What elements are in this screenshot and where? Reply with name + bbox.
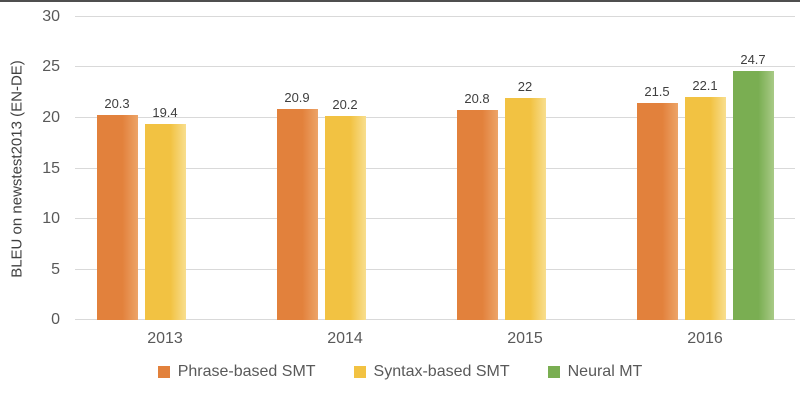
bar-slot: 22.1 — [684, 17, 726, 320]
data-label: 20.9 — [284, 89, 310, 105]
legend-label: Syntax-based SMT — [373, 363, 510, 380]
legend: Phrase-based SMT Syntax-based SMT Neural M… — [0, 363, 800, 381]
bar-phrase-based-smt — [636, 102, 678, 320]
x-axis-label-2015: 2015 — [507, 330, 543, 347]
data-label: 20.3 — [104, 95, 130, 111]
legend-item: Syntax-based SMT — [353, 363, 510, 381]
legend-item: Neural MT — [547, 363, 643, 381]
data-label: 19.4 — [152, 105, 178, 121]
bar-slot: 20.8 — [456, 17, 498, 320]
legend-label: Phrase-based SMT — [177, 363, 316, 380]
x-axis-label-2016: 2016 — [687, 330, 723, 347]
bar-syntax-based-smt — [144, 124, 186, 320]
bar-group-2013: 20.3 19.4 — [75, 17, 255, 320]
bar-slot — [553, 17, 594, 320]
y-tick-label: 15 — [42, 159, 60, 177]
bar-phrase-based-smt — [276, 108, 318, 320]
bar-syntax-based-smt — [324, 115, 366, 320]
x-axis-label-2014: 2014 — [327, 330, 363, 347]
gridline — [75, 66, 795, 68]
bar-group-2014: 20.9 20.2 — [255, 17, 435, 320]
y-tick-label: 10 — [42, 209, 60, 227]
y-tick-label: 5 — [51, 260, 60, 278]
data-label: 20.2 — [332, 96, 358, 112]
y-tick-label: 30 — [42, 8, 60, 25]
bar-phrase-based-smt — [456, 109, 498, 320]
legend-label: Neural MT — [567, 363, 643, 380]
data-label: 21.5 — [644, 83, 670, 99]
bar-slot — [193, 17, 234, 320]
bar-slot: 19.4 — [144, 17, 186, 320]
y-tick-label: 0 — [51, 311, 60, 328]
bar-slot: 24.7 — [732, 17, 774, 320]
bar-group-2016: 21.5 22.1 24.7 — [615, 17, 795, 320]
x-axis-labels: 2013 2014 2015 2016 — [75, 330, 795, 348]
bar-slot — [373, 17, 414, 320]
window-top-edge — [0, 0, 800, 2]
data-label: 20.8 — [464, 90, 490, 106]
bar-syntax-based-smt — [684, 96, 726, 320]
bar-phrase-based-smt — [96, 114, 138, 320]
legend-swatch-icon — [157, 366, 170, 378]
bar-slot: 20.2 — [324, 17, 366, 320]
y-axis-tick-labels: 30 25 20 15 10 5 0 — [0, 8, 60, 328]
data-label: 24.7 — [740, 51, 766, 67]
x-axis-label-2013: 2013 — [147, 330, 183, 347]
bar-slot: 21.5 — [636, 17, 678, 320]
legend-item: Phrase-based SMT — [157, 363, 316, 381]
bar-groups: 20.3 19.4 20.9 20.2 20.8 22 21.5 22.1 24.7 — [75, 17, 795, 320]
bar-neural-mt — [732, 70, 774, 320]
data-label: 22.1 — [692, 77, 718, 93]
gridline — [75, 16, 795, 17]
gridline — [75, 217, 795, 219]
bar-syntax-based-smt — [504, 97, 546, 320]
gridline — [75, 319, 795, 320]
gridlines — [75, 16, 795, 320]
data-label: 22 — [517, 78, 533, 94]
plot-area: 20.3 19.4 20.9 20.2 20.8 22 21.5 22.1 24.7 — [75, 16, 795, 320]
y-tick-label: 25 — [42, 58, 60, 76]
legend-swatch-icon — [353, 366, 366, 378]
bar-group-2015: 20.8 22 — [435, 17, 615, 320]
gridline — [75, 167, 795, 169]
gridline — [75, 116, 795, 118]
gridline — [75, 268, 795, 270]
bar-slot: 22 — [504, 17, 546, 320]
bar-slot: 20.3 — [96, 17, 138, 320]
legend-swatch-icon — [547, 366, 560, 378]
y-tick-label: 20 — [42, 108, 60, 126]
bar-slot: 20.9 — [276, 17, 318, 320]
